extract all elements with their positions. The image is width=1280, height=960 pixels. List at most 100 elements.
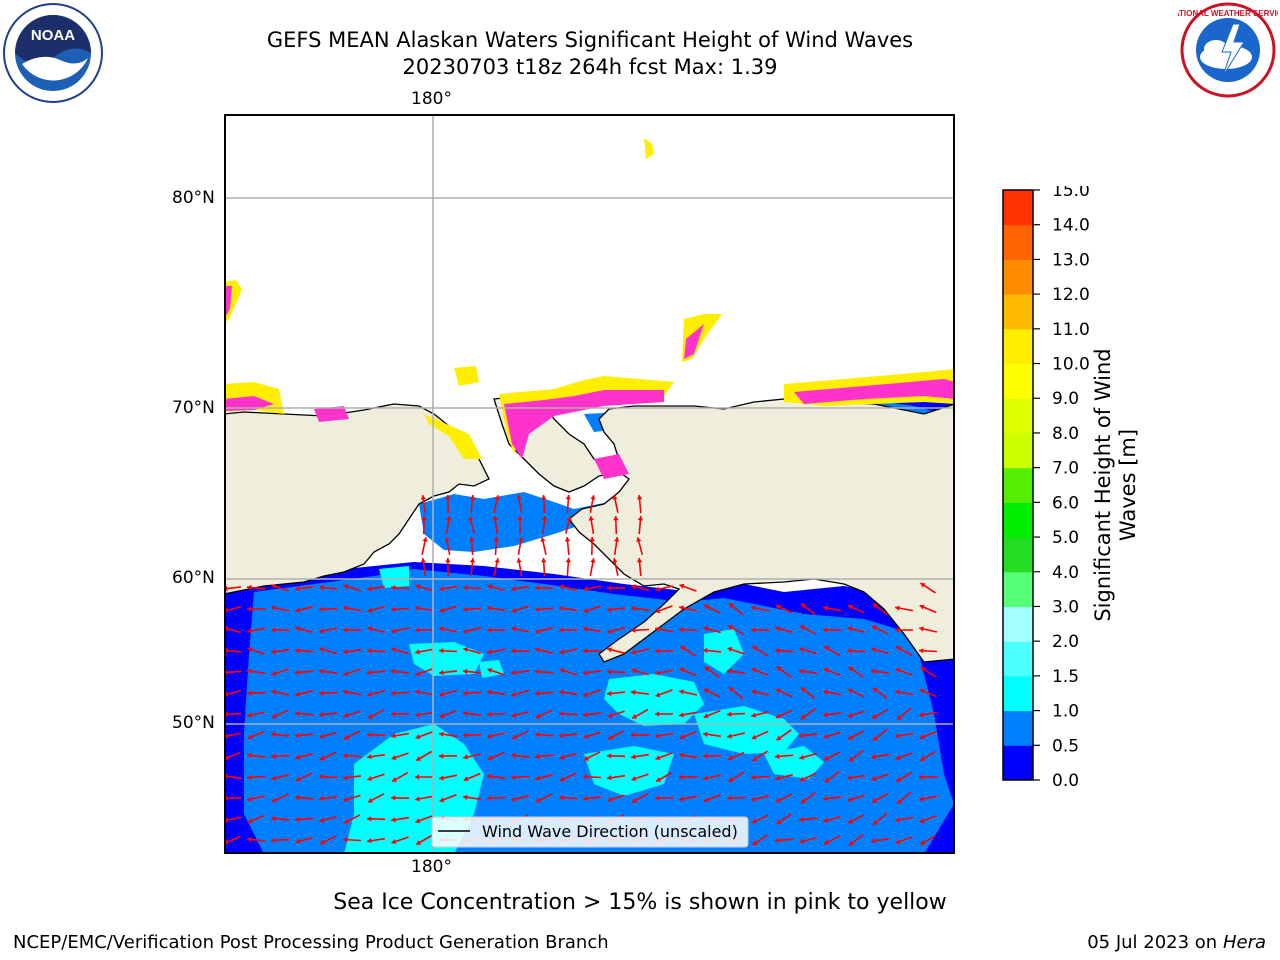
wave-arrow-head — [799, 668, 804, 674]
wave-arrow-head — [247, 774, 252, 780]
wave-arrow-head — [463, 668, 468, 675]
wave-arrow-head — [729, 603, 734, 609]
wave-arrow-head — [511, 712, 516, 718]
wave-arrow-head — [799, 754, 805, 760]
wave-arrow-head — [775, 713, 781, 719]
wave-arrow-head — [535, 713, 541, 719]
colorbar-tick-label: 0.0 — [1052, 771, 1079, 786]
wave-arrow-head — [391, 585, 396, 591]
wave-arrow-head — [631, 668, 637, 674]
wave-arrow-head — [535, 628, 541, 634]
wave-arrow-head — [487, 667, 493, 673]
colorbar-block — [1003, 537, 1033, 573]
wave-arrow-head — [295, 691, 301, 697]
wave-arrow-head — [679, 796, 684, 802]
wave-arrow-head — [590, 495, 596, 500]
wave-arrow-head — [823, 817, 829, 823]
wave-arrow-head — [415, 818, 421, 824]
wave-arrow-head — [343, 605, 348, 611]
wave-arrow-head — [469, 558, 476, 563]
sea-ice-note: Sea Ice Concentration > 15% is shown in … — [333, 890, 947, 915]
wave-arrow-head — [445, 558, 451, 563]
wave-arrow-head — [559, 649, 564, 655]
wave-arrow-head — [775, 604, 781, 610]
wave-arrow-head — [583, 626, 588, 632]
wave-arrow-head — [895, 817, 900, 823]
nws-logo-text: NATIONAL WEATHER SERVICE — [1178, 9, 1278, 18]
colorbar-block — [1003, 571, 1033, 607]
wave-arrow-head — [871, 668, 876, 675]
wave-arrow-head — [704, 666, 710, 672]
wave-arrow-head — [583, 795, 588, 802]
colorbar-block — [1003, 467, 1033, 503]
wave-arrow-head — [295, 710, 300, 717]
wave-arrow-head — [271, 753, 276, 759]
wave-arrow-head — [775, 647, 780, 654]
wave-arrow-head — [636, 558, 643, 563]
wave-arrow-head — [847, 712, 853, 718]
wave-arrow-head — [848, 818, 853, 824]
wave-arrow-head — [391, 668, 396, 675]
wave-arrow-head — [516, 495, 522, 500]
wave-arrow-head — [511, 648, 516, 654]
wave-arrow-head — [703, 775, 708, 781]
wave-arrow-head — [367, 732, 372, 738]
wave-arrow-head — [295, 776, 301, 782]
wave-arrow-head — [679, 605, 684, 611]
wave-arrow-head — [511, 626, 516, 632]
wave-arrow-head — [824, 646, 830, 651]
wave-arrow-head — [872, 714, 878, 719]
colorbar-blocks — [1002, 189, 1034, 781]
wave-arrow-head — [319, 584, 324, 591]
nws-logo: NATIONAL WEATHER SERVICE — [1178, 2, 1278, 98]
wave-arrow-head — [511, 774, 516, 780]
wave-arrow-head — [895, 667, 901, 673]
wave-arrow-head — [631, 776, 637, 782]
wave-arrow-head — [391, 817, 396, 823]
wave-arrow-head — [727, 711, 732, 717]
colorbar-tick-label: 1.0 — [1052, 702, 1079, 722]
wave-arrow-head — [295, 626, 301, 632]
colorbar-block — [1003, 363, 1033, 399]
wave-arrow-head — [511, 607, 517, 613]
wave-arrow-head — [319, 711, 324, 718]
wave-arrow-head — [799, 776, 805, 782]
wave-arrow-head — [632, 714, 638, 719]
wave-arrow-head — [607, 775, 612, 781]
colorbar-block — [1003, 224, 1033, 260]
wave-arrow-head — [271, 713, 277, 719]
wave-arrow-head — [367, 626, 372, 632]
wave-arrow-head — [439, 797, 445, 803]
wave-arrow-head — [319, 690, 324, 696]
wave-arrow-head — [343, 837, 348, 843]
wave-arrow-head — [559, 795, 564, 801]
wave-arrow-head — [800, 798, 806, 804]
wave-arrow-head — [343, 649, 348, 655]
lon-label-top: 180° — [411, 89, 452, 109]
wave-arrow-head — [487, 795, 492, 801]
wave-arrow-head — [422, 537, 428, 542]
wave-arrow-head — [511, 734, 517, 740]
map-frame — [224, 114, 955, 854]
wave-arrow-head — [775, 797, 781, 803]
wave-arrow-head — [607, 690, 612, 697]
wave-arrow-head — [728, 777, 734, 782]
wave-arrow-head — [295, 607, 301, 613]
map-legend: Wind Wave Direction (unscaled) — [431, 816, 749, 848]
wave-arrow-head — [703, 753, 708, 759]
wave-arrow-head — [655, 711, 660, 717]
wave-arrow-head — [607, 669, 612, 675]
wave-arrow-head — [752, 646, 758, 651]
wave-arrow-head — [751, 796, 756, 802]
wave-arrow-head — [415, 774, 420, 780]
wave-arrow-head — [583, 774, 588, 780]
wave-arrow-head — [896, 646, 902, 651]
wave-arrow-head — [655, 626, 660, 632]
wave-arrow-head — [343, 753, 348, 759]
wave-arrow-head — [824, 755, 829, 761]
wave-arrow-head — [800, 603, 806, 609]
map-panel: Wind Wave Direction (unscaled) — [224, 114, 955, 854]
wave-arrow-head — [800, 714, 806, 720]
wave-arrow-head — [631, 584, 636, 590]
wave-arrow-head — [729, 687, 734, 693]
